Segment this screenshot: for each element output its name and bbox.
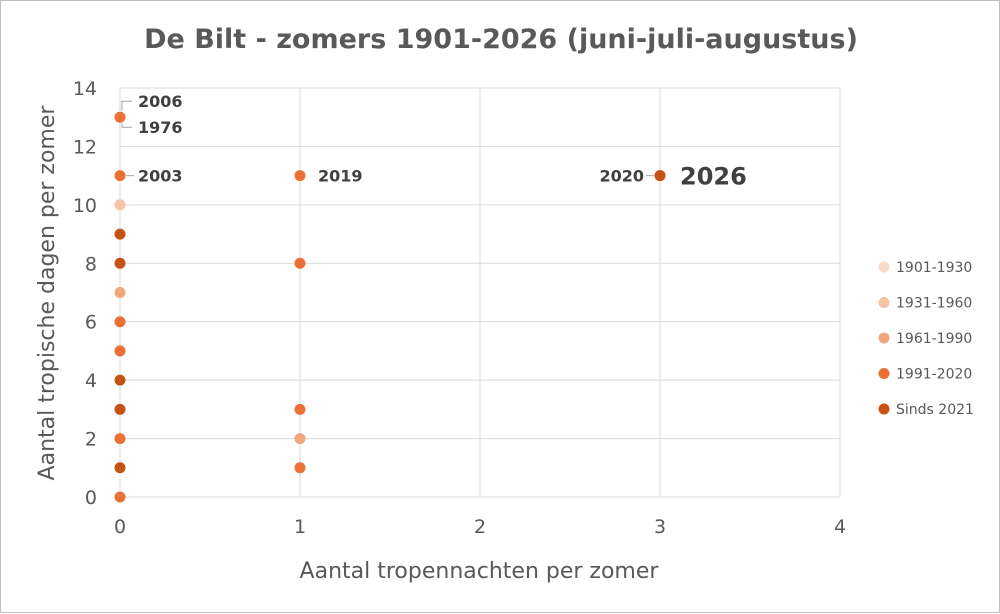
legend-label: Sinds 2021	[896, 402, 974, 418]
annotation-2006: 2006	[138, 92, 183, 111]
y-tick-label: 10	[73, 195, 97, 217]
y-tick-label: 0	[85, 487, 97, 509]
legend-label: 1961-1990	[896, 331, 972, 347]
data-point	[114, 170, 126, 182]
data-point	[114, 345, 126, 357]
legend-marker	[878, 332, 890, 344]
data-point	[294, 170, 306, 182]
x-tick-label: 4	[834, 516, 846, 538]
data-points	[114, 111, 666, 503]
data-point	[114, 316, 126, 328]
y-tick-label: 2	[85, 429, 97, 451]
y-tick-label: 14	[73, 78, 97, 100]
gridlines	[119, 87, 841, 498]
y-tick-label: 12	[73, 136, 97, 158]
y-tick-label: 4	[85, 370, 97, 392]
data-point	[294, 462, 306, 474]
annotation-1976: 1976	[138, 118, 183, 137]
data-point	[114, 111, 126, 123]
x-tick-label: 0	[114, 516, 126, 538]
data-point	[114, 462, 126, 474]
annotation-2003: 2003	[138, 167, 183, 186]
y-tick-label: 6	[85, 312, 97, 334]
legend-marker	[878, 403, 890, 415]
data-point	[114, 257, 126, 269]
x-tick-label: 3	[654, 516, 666, 538]
data-point	[114, 403, 126, 415]
legend: 1901-1930 1931-1960 1961-1990 1991-2020 Sind…	[878, 260, 974, 418]
y-axis-title: Aantal tropische dagen per zomer	[35, 105, 60, 481]
x-tick-label: 2	[474, 516, 486, 538]
data-point	[294, 257, 306, 269]
y-tick-label: 8	[85, 253, 97, 275]
annotation-2026: 2026	[680, 163, 747, 191]
legend-marker	[878, 261, 890, 273]
legend-marker	[878, 368, 890, 379]
chart-title: De Bilt - zomers 1901-2026 (juni-juli-au…	[144, 24, 858, 55]
data-point	[654, 170, 666, 182]
data-point	[114, 228, 126, 240]
legend-marker	[878, 297, 890, 308]
data-point	[114, 374, 126, 386]
point-annotations: 2006 1976 2003 2019 2020 2026	[138, 92, 747, 190]
data-point	[114, 199, 126, 211]
annotation-2020: 2020	[599, 167, 644, 186]
legend-label: 1901-1930	[896, 260, 972, 276]
data-point	[114, 491, 126, 503]
data-point	[114, 287, 126, 298]
annotation-connector	[121, 123, 132, 128]
data-point	[294, 433, 306, 445]
legend-label: 1991-2020	[896, 367, 972, 383]
data-point	[114, 433, 126, 445]
x-axis-title: Aantal tropennachten per zomer	[300, 559, 660, 584]
annotation-connector	[121, 100, 132, 112]
data-point	[294, 403, 306, 415]
x-tick-label: 1	[294, 516, 306, 538]
legend-label: 1931-1960	[896, 296, 972, 312]
annotation-2019: 2019	[318, 167, 363, 186]
annotation-connectors	[121, 100, 654, 177]
